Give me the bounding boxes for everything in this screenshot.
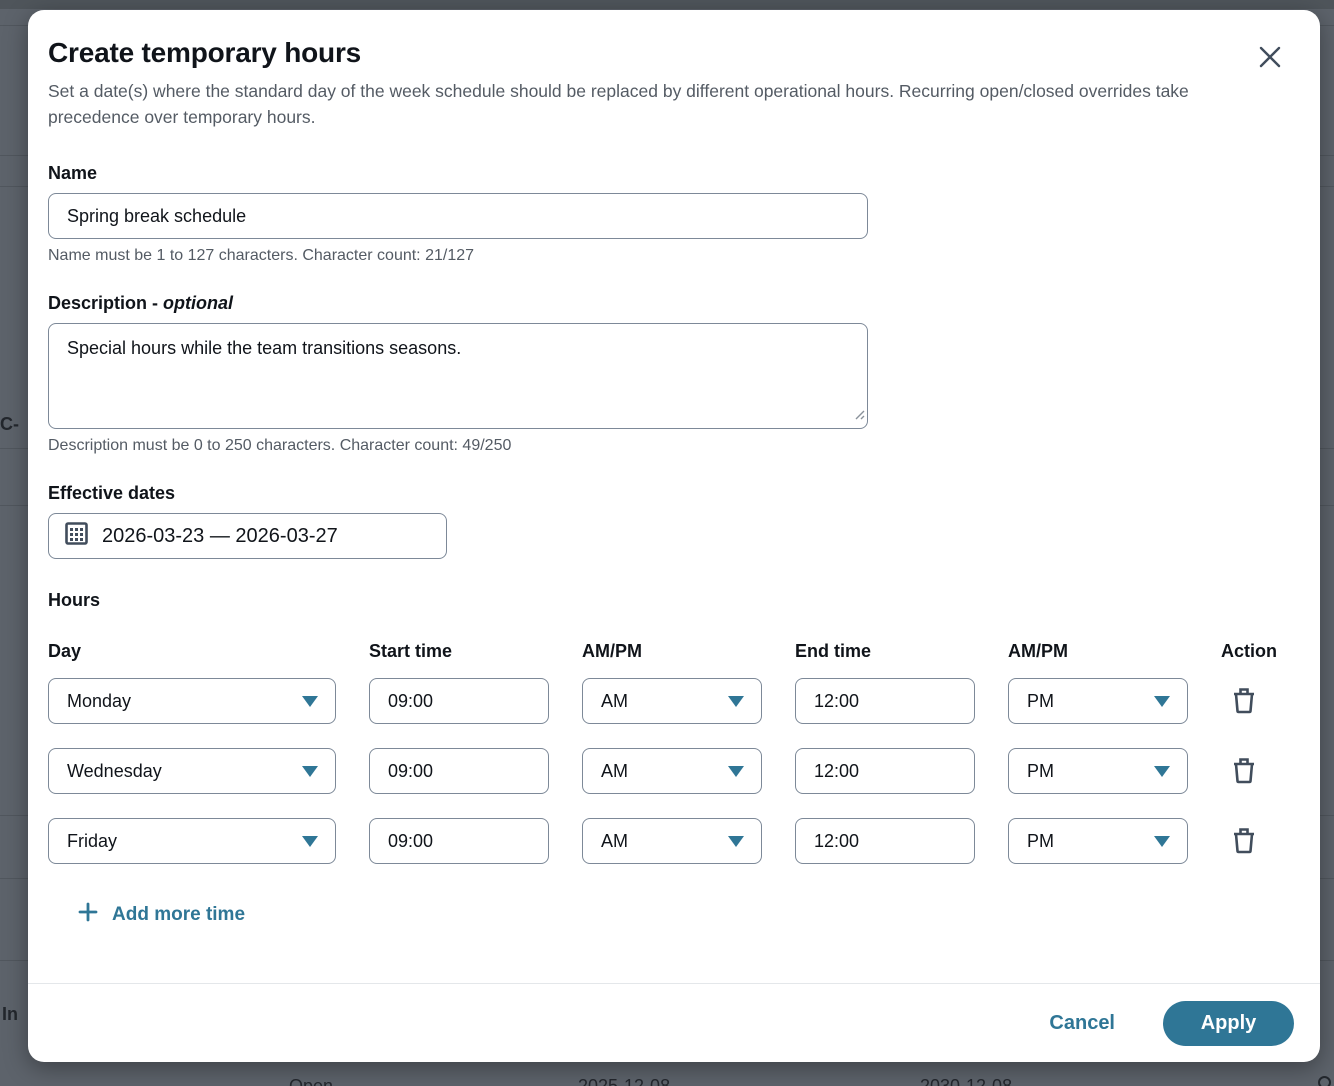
start-ampm-select[interactable]: AM — [582, 748, 762, 794]
chevron-down-icon — [728, 836, 744, 847]
calendar-icon — [65, 522, 88, 550]
background-cell-start-date: 2025-12-08 — [578, 1076, 671, 1086]
close-button[interactable] — [1252, 40, 1288, 76]
end-ampm-select[interactable]: PM — [1008, 678, 1188, 724]
end-ampm-value: PM — [1027, 690, 1054, 711]
delete-row-button[interactable] — [1227, 684, 1261, 718]
start-ampm-select[interactable]: AM — [582, 678, 762, 724]
background-cell-status: Open — [289, 1076, 334, 1086]
end-ampm-value: PM — [1027, 760, 1054, 781]
description-field-wrap: Special hours while the team transitions… — [48, 323, 868, 429]
trash-icon — [1231, 756, 1257, 787]
overlay-top-strip — [0, 0, 1334, 9]
column-header-end-ampm: AM/PM — [1008, 641, 1068, 661]
dialog-description: Set a date(s) where the standard day of … — [48, 81, 1189, 127]
end-time-input[interactable] — [795, 678, 975, 724]
effective-dates-label: Effective dates — [48, 483, 176, 503]
description-optional-text: optional — [163, 293, 234, 313]
column-header-day: Day — [48, 641, 82, 661]
chevron-down-icon — [728, 696, 744, 707]
background-text-fragment: In — [2, 1004, 18, 1024]
description-label: Description - optional — [48, 292, 1300, 314]
hours-label: Hours — [48, 590, 101, 610]
hours-table: Day Start time AM/PM End time AM/PM Acti… — [48, 641, 1300, 864]
column-header-start-time: Start time — [369, 641, 453, 661]
background-cell-end-date: 2030-12-08 — [920, 1076, 1013, 1086]
dialog-title: Create temporary hours — [48, 37, 362, 68]
apply-button[interactable]: Apply — [1163, 1000, 1294, 1046]
chevron-down-icon — [302, 836, 318, 847]
add-more-time-label: Add more time — [112, 904, 246, 925]
start-ampm-value: AM — [601, 760, 628, 781]
start-ampm-value: AM — [601, 830, 628, 851]
background-table-row: Open 2025-12-08 2030-12-08 — [0, 1076, 1334, 1086]
name-input[interactable] — [48, 193, 868, 239]
start-time-input[interactable] — [369, 818, 549, 864]
chevron-down-icon — [302, 766, 318, 777]
background-row-icon — [1318, 1076, 1331, 1086]
start-ampm-value: AM — [601, 690, 628, 711]
description-constraint-text: Description must be 0 to 250 characters.… — [48, 437, 512, 454]
day-select[interactable]: Friday — [48, 818, 336, 864]
create-temporary-hours-dialog: Create temporary hours Set a date(s) whe… — [28, 10, 1320, 1062]
plus-icon — [78, 902, 98, 928]
chevron-down-icon — [302, 696, 318, 707]
start-time-input[interactable] — [369, 678, 549, 724]
delete-row-button[interactable] — [1227, 754, 1261, 788]
description-label-text: Description - — [48, 293, 164, 313]
end-ampm-select[interactable]: PM — [1008, 818, 1188, 864]
column-header-action: Action — [1221, 641, 1277, 661]
delete-row-button[interactable] — [1227, 824, 1261, 858]
chevron-down-icon — [1154, 836, 1170, 847]
start-time-input[interactable] — [369, 748, 549, 794]
day-select-value: Monday — [67, 690, 132, 711]
close-icon — [1257, 44, 1283, 73]
date-range-picker[interactable]: 2026-03-23 — 2026-03-27 — [48, 513, 447, 559]
column-header-start-ampm: AM/PM — [582, 641, 642, 661]
day-select-value: Friday — [67, 830, 118, 851]
cancel-button[interactable]: Cancel — [1049, 1011, 1115, 1034]
day-select[interactable]: Wednesday — [48, 748, 336, 794]
resize-grip-icon[interactable] — [853, 407, 865, 425]
day-select[interactable]: Monday — [48, 678, 336, 724]
column-header-end-time: End time — [795, 641, 872, 661]
name-constraint-text: Name must be 1 to 127 characters. Charac… — [48, 247, 475, 264]
end-ampm-value: PM — [1027, 830, 1054, 851]
description-textarea[interactable]: Special hours while the team transitions… — [48, 323, 868, 429]
dialog-footer: Cancel Apply — [28, 983, 1320, 1062]
trash-icon — [1231, 826, 1257, 857]
end-time-input[interactable] — [795, 748, 975, 794]
day-select-value: Wednesday — [67, 760, 162, 781]
end-ampm-select[interactable]: PM — [1008, 748, 1188, 794]
start-ampm-select[interactable]: AM — [582, 818, 762, 864]
date-range-value: 2026-03-23 — 2026-03-27 — [102, 524, 338, 547]
name-label: Name — [48, 163, 98, 183]
end-time-input[interactable] — [795, 818, 975, 864]
chevron-down-icon — [1154, 766, 1170, 777]
chevron-down-icon — [1154, 696, 1170, 707]
dialog-body: Create temporary hours Set a date(s) whe… — [28, 10, 1320, 983]
background-text-fragment: C-o — [0, 414, 19, 438]
add-more-time-button[interactable]: Add more time — [78, 902, 245, 928]
chevron-down-icon — [728, 766, 744, 777]
trash-icon — [1231, 686, 1257, 717]
